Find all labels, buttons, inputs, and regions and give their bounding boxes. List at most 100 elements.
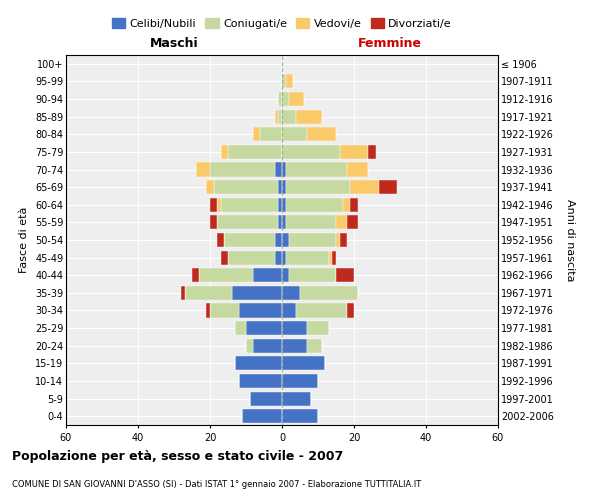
Text: COMUNE DI SAN GIOVANNI D'ASSO (SI) - Dati ISTAT 1° gennaio 2007 - Elaborazione T: COMUNE DI SAN GIOVANNI D'ASSO (SI) - Dat… <box>12 480 421 489</box>
Bar <box>278 180 282 194</box>
Bar <box>286 180 350 194</box>
Bar <box>286 198 343 212</box>
Bar <box>217 233 224 247</box>
Bar <box>221 198 278 212</box>
Text: Popolazione per età, sesso e stato civile - 2007: Popolazione per età, sesso e stato civil… <box>12 450 343 463</box>
Bar <box>185 286 232 300</box>
Bar <box>246 321 282 335</box>
Bar <box>217 216 278 230</box>
Bar <box>289 268 336 282</box>
Bar <box>282 162 286 176</box>
Bar <box>336 268 354 282</box>
Bar <box>278 92 282 106</box>
Text: Maschi: Maschi <box>149 36 199 50</box>
Bar <box>350 180 379 194</box>
Bar <box>347 162 368 176</box>
Bar <box>282 356 325 370</box>
Bar <box>181 286 185 300</box>
Bar <box>307 127 336 142</box>
Bar <box>300 286 358 300</box>
Bar <box>275 233 282 247</box>
Bar <box>239 374 282 388</box>
Bar <box>214 180 278 194</box>
Bar <box>210 216 217 230</box>
Bar <box>282 92 289 106</box>
Bar <box>253 268 282 282</box>
Bar <box>282 392 311 406</box>
Bar <box>282 216 286 230</box>
Bar <box>347 304 354 318</box>
Bar <box>210 162 275 176</box>
Bar <box>343 198 350 212</box>
Bar <box>340 233 347 247</box>
Legend: Celibi/Nubili, Coniugati/e, Vedovi/e, Divorziati/e: Celibi/Nubili, Coniugati/e, Vedovi/e, Di… <box>110 16 454 31</box>
Text: Femmine: Femmine <box>358 36 422 50</box>
Bar <box>206 180 214 194</box>
Bar <box>253 127 260 142</box>
Bar <box>235 356 282 370</box>
Bar <box>282 198 286 212</box>
Bar <box>192 268 199 282</box>
Bar <box>278 198 282 212</box>
Bar <box>282 374 318 388</box>
Bar <box>336 233 340 247</box>
Bar <box>296 304 347 318</box>
Bar <box>282 321 307 335</box>
Bar <box>217 198 221 212</box>
Bar <box>332 250 336 264</box>
Bar <box>275 250 282 264</box>
Bar <box>239 304 282 318</box>
Bar <box>260 127 282 142</box>
Bar <box>286 250 329 264</box>
Bar <box>282 127 307 142</box>
Bar <box>282 250 286 264</box>
Bar <box>282 145 340 159</box>
Bar <box>210 198 217 212</box>
Bar <box>286 162 347 176</box>
Bar <box>196 162 210 176</box>
Bar <box>221 250 228 264</box>
Bar <box>282 338 307 353</box>
Bar <box>286 74 293 88</box>
Bar <box>289 92 304 106</box>
Bar <box>347 216 358 230</box>
Bar <box>242 409 282 423</box>
Bar <box>282 304 296 318</box>
Bar <box>329 250 332 264</box>
Bar <box>307 338 322 353</box>
Bar <box>282 110 296 124</box>
Bar <box>221 145 228 159</box>
Bar <box>296 110 322 124</box>
Bar <box>282 409 318 423</box>
Bar <box>275 162 282 176</box>
Bar <box>282 180 286 194</box>
Bar <box>368 145 376 159</box>
Bar <box>275 110 278 124</box>
Bar <box>250 392 282 406</box>
Bar <box>224 233 275 247</box>
Bar <box>278 110 282 124</box>
Y-axis label: Fasce di età: Fasce di età <box>19 207 29 273</box>
Bar <box>278 216 282 230</box>
Bar <box>199 268 253 282</box>
Bar <box>232 286 282 300</box>
Bar <box>246 338 253 353</box>
Bar <box>206 304 210 318</box>
Bar <box>228 145 282 159</box>
Bar <box>282 74 286 88</box>
Bar <box>307 321 329 335</box>
Bar <box>235 321 246 335</box>
Y-axis label: Anni di nascita: Anni di nascita <box>565 198 575 281</box>
Bar <box>228 250 275 264</box>
Bar <box>379 180 397 194</box>
Bar <box>253 338 282 353</box>
Bar <box>286 216 336 230</box>
Bar <box>350 198 358 212</box>
Bar <box>289 233 336 247</box>
Bar <box>210 304 239 318</box>
Bar <box>282 286 300 300</box>
Bar <box>340 145 368 159</box>
Bar <box>336 216 347 230</box>
Bar <box>282 268 289 282</box>
Bar <box>282 233 289 247</box>
